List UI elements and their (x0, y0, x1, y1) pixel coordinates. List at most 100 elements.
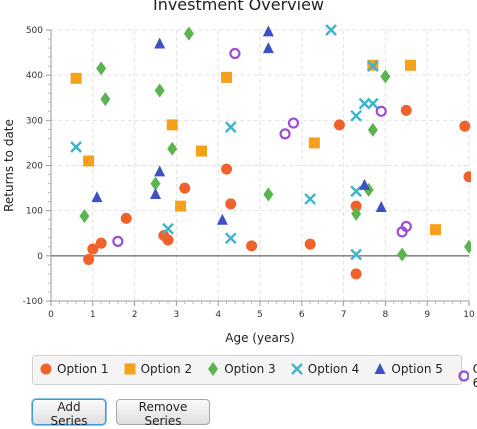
data-point (350, 248, 362, 261)
legend-label: Option 2 (140, 362, 193, 376)
legend-item: Option 1 (39, 362, 109, 376)
data-point (380, 69, 391, 84)
series-6 (112, 47, 412, 247)
legend-marker-icon (290, 363, 303, 375)
data-point (70, 141, 82, 153)
data-point (325, 24, 337, 36)
legend-label: Option 5 (391, 362, 443, 376)
data-point (183, 26, 194, 41)
scatter-chart: 0 1 2 3 4 5 6 7 8 9 10 -100 0 100 200 300 400 500 Age (yea… (2, 24, 475, 345)
data-point (225, 198, 237, 210)
x-tick-label: 0 (48, 310, 54, 320)
x-tick-label: 5 (257, 310, 263, 320)
data-point (350, 200, 362, 212)
data-point (216, 213, 228, 225)
legend-item: Option 4 (290, 362, 360, 376)
series-4 (70, 24, 379, 261)
data-point (359, 178, 370, 190)
data-point (87, 243, 99, 255)
data-point (96, 61, 107, 76)
data-point (400, 220, 412, 233)
x-tick-label: 2 (132, 310, 138, 320)
data-point (154, 83, 165, 98)
y-tick-label: 200 (26, 162, 43, 172)
y-tick-label: 400 (26, 71, 43, 81)
legend-marker-icon (40, 363, 52, 375)
x-tick-label: 3 (174, 310, 180, 320)
y-tick-label: 100 (26, 207, 43, 217)
data-point (179, 182, 191, 194)
data-point (463, 171, 471, 183)
y-axis-label: Returns to date (2, 119, 16, 212)
x-tick-label: 8 (383, 310, 389, 320)
data-point (350, 185, 362, 198)
data-point (229, 47, 241, 60)
y-tick-label: -100 (23, 297, 44, 307)
legend-item: Option 3 (206, 362, 276, 376)
data-point (224, 232, 237, 245)
data-point (350, 268, 362, 280)
legend-label: Option 1 (57, 362, 109, 376)
x-tick-label: 7 (341, 310, 347, 320)
data-point (262, 25, 274, 37)
data-point (367, 60, 379, 72)
series-1 (83, 104, 471, 280)
data-point (112, 235, 124, 247)
chart-legend: Option 1 Option 2 Option 3 Option 4 Option 5… (32, 355, 477, 390)
remove-series-button[interactable]: Remove Series (116, 399, 210, 428)
x-axis-label: Age (years) (225, 331, 294, 345)
data-point (150, 187, 161, 199)
x-tick-label: 9 (424, 310, 430, 320)
data-point (154, 37, 166, 49)
x-tick-label: 10 (463, 310, 475, 320)
series-5 (91, 25, 387, 225)
data-point (224, 121, 237, 133)
y-tick-label: 0 (37, 252, 43, 262)
data-point (246, 240, 258, 252)
chart-title: Investment Overview (152, 0, 325, 14)
series-3 (79, 26, 471, 262)
data-point (154, 165, 166, 177)
x-tick-label: 4 (215, 310, 221, 320)
data-point (120, 212, 132, 224)
data-point (279, 128, 291, 140)
data-point (367, 97, 379, 110)
legend-marker-icon (124, 363, 136, 375)
data-point (351, 206, 362, 221)
data-point (175, 200, 187, 212)
add-series-button[interactable]: Add Series (32, 399, 106, 428)
data-point (304, 193, 317, 205)
legend-item: Option 2 (123, 362, 193, 376)
data-point (287, 117, 300, 129)
data-point (308, 137, 320, 149)
legend-label: Option 6 (472, 362, 477, 390)
data-point (162, 234, 174, 246)
data-point (83, 253, 95, 265)
data-point (459, 120, 471, 132)
data-point (100, 92, 111, 107)
data-point (263, 187, 274, 202)
data-point (262, 42, 274, 54)
y-tick-label: 500 (26, 26, 43, 36)
data-point (430, 224, 442, 236)
data-point (367, 122, 378, 137)
data-point (79, 209, 90, 224)
legend-label: Option 3 (224, 362, 276, 376)
data-point (304, 238, 316, 250)
data-point (167, 141, 178, 156)
x-tick-label: 1 (90, 310, 96, 320)
data-point (166, 119, 178, 131)
data-point (150, 176, 161, 191)
legend-label: Option 4 (307, 362, 360, 376)
data-point (333, 119, 345, 131)
data-point (91, 191, 103, 203)
data-point (95, 237, 107, 249)
data-point (375, 105, 387, 117)
data-point (404, 59, 416, 71)
data-point (400, 104, 412, 116)
data-point (195, 145, 207, 157)
legend-marker-icon (208, 362, 219, 376)
legend-item: Option 5 (373, 362, 443, 376)
data-point (464, 239, 471, 254)
data-point (221, 71, 233, 83)
